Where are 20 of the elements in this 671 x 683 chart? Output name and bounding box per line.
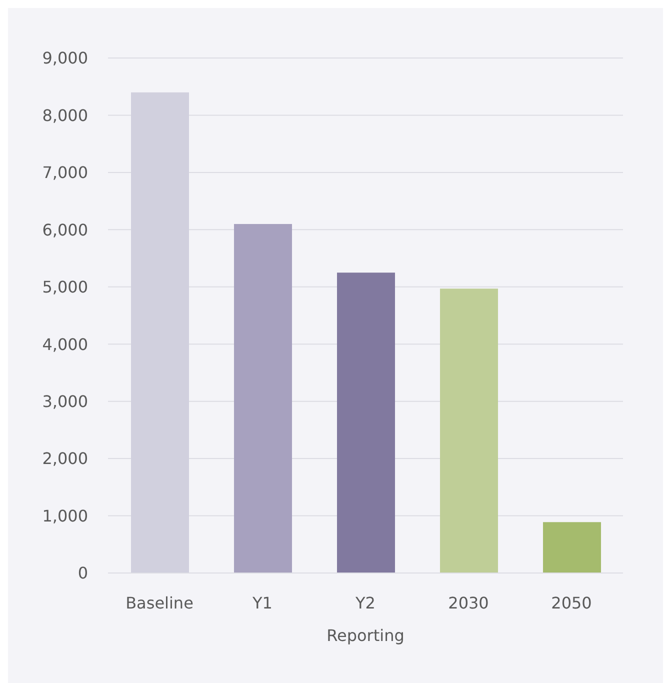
x-axis-title: Reporting bbox=[326, 626, 404, 645]
bar bbox=[337, 272, 395, 573]
y-tick-label: 1,000 bbox=[42, 506, 88, 526]
x-tick-label: Y1 bbox=[252, 593, 272, 612]
y-tick-label: 4,000 bbox=[42, 334, 88, 354]
bar bbox=[543, 522, 601, 573]
y-tick-label: 3,000 bbox=[42, 392, 88, 412]
y-tick-label: 9,000 bbox=[42, 48, 88, 68]
x-tick-label: 2050 bbox=[551, 593, 592, 612]
y-tick-label: 5,000 bbox=[42, 278, 88, 297]
x-tick-label: 2030 bbox=[448, 593, 489, 612]
y-tick-label: 6,000 bbox=[42, 220, 88, 240]
bar bbox=[440, 288, 498, 573]
y-tick-label: 0 bbox=[78, 564, 88, 583]
x-tick-label: Baseline bbox=[126, 593, 194, 612]
y-tick-label: 7,000 bbox=[42, 163, 88, 182]
bar bbox=[234, 224, 292, 573]
y-tick-label: 2,000 bbox=[42, 449, 88, 468]
y-tick-label: 8,000 bbox=[42, 106, 88, 125]
x-tick-label: Y2 bbox=[354, 593, 376, 612]
